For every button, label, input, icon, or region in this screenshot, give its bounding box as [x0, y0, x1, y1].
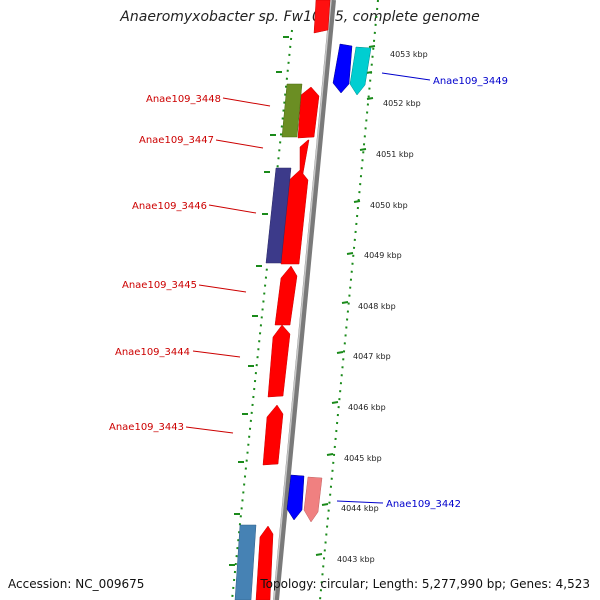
kbp-label: 4051 kbp	[376, 150, 414, 159]
gene-label[interactable]: Anae109_3448	[146, 94, 221, 105]
label-connectors	[185, 72, 431, 504]
gene-anae109-3445	[274, 265, 298, 326]
kbp-label: 4043 kbp	[337, 555, 375, 564]
kbp-label: 4044 kbp	[341, 504, 379, 513]
gene-label[interactable]: Anae109_3443	[109, 422, 184, 433]
feature-olive	[281, 83, 303, 138]
gene-label[interactable]: Anae109_3446	[132, 201, 207, 212]
kbp-label: 4049 kbp	[364, 251, 402, 260]
gene-labels: Anae109_3449 Anae109_3448 Anae109_3447 A…	[109, 76, 508, 510]
feature-navy	[265, 167, 292, 264]
genome-backbone-highlight	[273, 0, 332, 600]
gene-label[interactable]: Anae109_3444	[115, 347, 190, 358]
gene-anae109-3442-blue	[286, 474, 305, 521]
gene-label[interactable]: Anae109_3442	[386, 499, 461, 510]
kbp-label: 4053 kbp	[390, 50, 428, 59]
gene-anae109-3444	[267, 324, 291, 398]
outer-tick-marks	[315, 45, 376, 556]
kbp-labels: 4053 kbp 4052 kbp 4051 kbp 4050 kbp 4049…	[337, 50, 428, 564]
gene-label[interactable]: Anae109_3445	[122, 280, 197, 291]
genome-backbone	[273, 0, 336, 600]
gene-label[interactable]: Anae109_3449	[433, 76, 508, 87]
gene-bottom-partial	[255, 525, 274, 600]
feature-boxes	[234, 83, 303, 600]
genome-summary: Topology: circular; Length: 5,277,990 bp…	[260, 577, 590, 591]
kbp-label: 4048 kbp	[358, 302, 396, 311]
accession-text: Accession: NC_009675	[8, 577, 145, 591]
gene-anae109-3442-pink	[303, 476, 323, 523]
kbp-label: 4050 kbp	[370, 201, 408, 210]
kbp-label: 4046 kbp	[348, 403, 386, 412]
gene-top-partial	[313, 0, 331, 34]
gene-anae109-3449-cyan	[349, 46, 372, 96]
gene-anae109-3449-blue	[332, 43, 353, 94]
reverse-genes	[286, 43, 372, 523]
inner-tick-marks	[229, 36, 289, 566]
gene-anae109-3443	[262, 404, 284, 466]
gene-anae109-3448	[297, 86, 320, 139]
kbp-label: 4047 kbp	[353, 352, 391, 361]
kbp-label: 4052 kbp	[383, 99, 421, 108]
kbp-label: 4045 kbp	[344, 454, 382, 463]
genome-title: Anaeromyxobacter sp. Fw109-5, complete g…	[120, 9, 480, 25]
feature-steelblue	[234, 524, 257, 600]
gene-label[interactable]: Anae109_3447	[139, 135, 214, 146]
